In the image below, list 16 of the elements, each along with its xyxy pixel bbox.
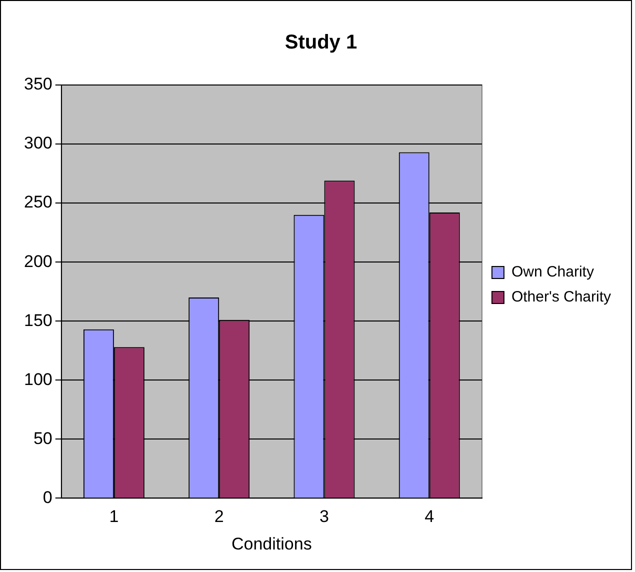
y-tick-label: 150 (24, 310, 52, 330)
y-tick-label: 250 (24, 192, 52, 212)
x-axis-title: Conditions (231, 534, 312, 554)
legend-label: Own Charity (511, 264, 594, 281)
x-tick-label: 2 (214, 507, 224, 526)
y-tick-label: 200 (24, 252, 52, 271)
y-tick-label: 50 (33, 428, 52, 448)
x-tick-label: 4 (424, 507, 434, 526)
y-tick-label: 100 (24, 370, 52, 389)
legend-label: Other's Charity (511, 288, 612, 306)
y-tick-label: 0 (42, 488, 52, 507)
x-tick-label: 3 (319, 507, 329, 526)
x-tick-label: 1 (109, 507, 119, 526)
y-tick-label: 350 (24, 74, 52, 94)
y-tick-label: 300 (24, 134, 52, 153)
chart-title: Study 1 (284, 32, 358, 54)
